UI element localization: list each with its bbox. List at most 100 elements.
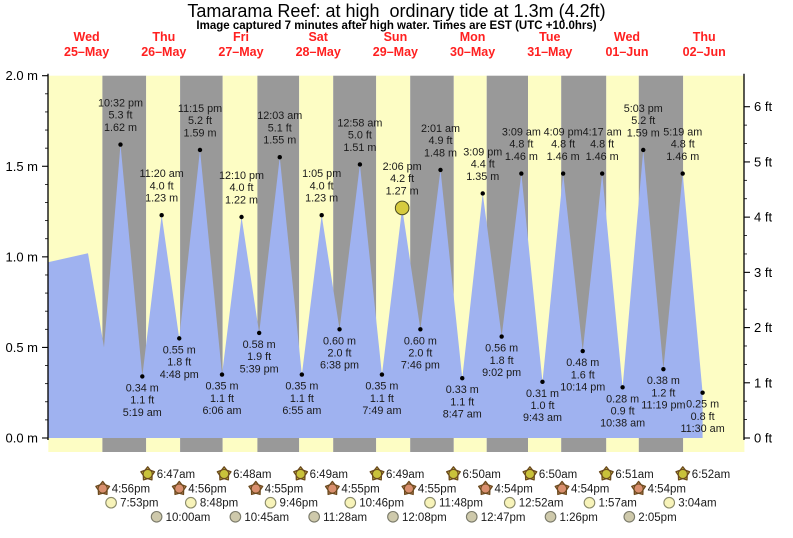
svg-text:1 ft: 1 ft	[754, 375, 772, 390]
svg-text:1:57am: 1:57am	[598, 498, 636, 510]
svg-text:28–May: 28–May	[296, 45, 341, 59]
svg-text:4:55pm: 4:55pm	[418, 484, 456, 496]
svg-text:7:46 pm: 7:46 pm	[401, 360, 440, 372]
svg-text:1.51 m: 1.51 m	[343, 142, 376, 154]
svg-text:1.23 m: 1.23 m	[305, 193, 338, 205]
svg-text:11:48pm: 11:48pm	[439, 498, 483, 510]
svg-text:10:46pm: 10:46pm	[359, 498, 404, 510]
svg-text:0.31 m: 0.31 m	[526, 388, 559, 400]
svg-text:11:30 am: 11:30 am	[680, 423, 724, 435]
svg-text:2.0 m: 2.0 m	[5, 68, 38, 83]
svg-text:6:55 am: 6:55 am	[282, 405, 321, 417]
svg-text:5.3 ft: 5.3 ft	[108, 110, 132, 122]
svg-text:0.28 m: 0.28 m	[606, 393, 639, 405]
svg-text:11:15 pm: 11:15 pm	[178, 103, 222, 115]
svg-text:1.1 ft: 1.1 ft	[450, 396, 474, 408]
svg-text:5:19 am: 5:19 am	[663, 127, 702, 139]
svg-text:2:06 pm: 2:06 pm	[383, 161, 422, 173]
svg-text:6:51am: 6:51am	[615, 469, 653, 481]
svg-text:1.0 m: 1.0 m	[5, 249, 38, 264]
svg-text:5.2 ft: 5.2 ft	[631, 115, 655, 127]
svg-text:4.8 ft: 4.8 ft	[590, 139, 614, 151]
svg-text:6:06 am: 6:06 am	[203, 405, 242, 417]
svg-text:01–Jun: 01–Jun	[605, 45, 648, 59]
svg-text:4:55pm: 4:55pm	[265, 484, 303, 496]
svg-text:11:28am: 11:28am	[323, 512, 367, 524]
svg-text:9:46pm: 9:46pm	[280, 498, 318, 510]
svg-text:6:49am: 6:49am	[310, 469, 348, 481]
svg-text:1.6 ft: 1.6 ft	[571, 369, 595, 381]
svg-text:0.48 m: 0.48 m	[566, 357, 599, 369]
svg-text:6:47am: 6:47am	[157, 469, 195, 481]
svg-text:4 ft: 4 ft	[754, 210, 772, 225]
svg-text:1:26pm: 1:26pm	[560, 512, 598, 524]
svg-text:5:19 am: 5:19 am	[123, 407, 162, 419]
svg-text:6:38 pm: 6:38 pm	[320, 360, 359, 372]
svg-text:7:53pm: 7:53pm	[120, 498, 158, 510]
svg-text:5.1 ft: 5.1 ft	[268, 122, 292, 134]
svg-text:1.8 ft: 1.8 ft	[167, 357, 191, 369]
svg-text:1.1 ft: 1.1 ft	[290, 393, 314, 405]
svg-text:12:47pm: 12:47pm	[481, 512, 526, 524]
svg-text:4:09 pm: 4:09 pm	[544, 127, 583, 139]
svg-text:4:54pm: 4:54pm	[648, 484, 686, 496]
svg-text:5:03 pm: 5:03 pm	[624, 103, 663, 115]
svg-text:12:08pm: 12:08pm	[402, 512, 447, 524]
svg-text:0.60 m: 0.60 m	[404, 335, 437, 347]
svg-text:5.2 ft: 5.2 ft	[188, 115, 212, 127]
svg-text:9:43 am: 9:43 am	[523, 412, 562, 424]
svg-text:4:54pm: 4:54pm	[571, 484, 609, 496]
svg-text:1.0 ft: 1.0 ft	[530, 400, 554, 412]
svg-text:4:17 am: 4:17 am	[583, 127, 622, 139]
svg-text:0.0 m: 0.0 m	[5, 431, 38, 446]
svg-text:9:02 pm: 9:02 pm	[482, 367, 521, 379]
svg-text:6:52am: 6:52am	[692, 469, 730, 481]
svg-text:1.1 ft: 1.1 ft	[370, 393, 394, 405]
svg-text:2.0 ft: 2.0 ft	[328, 348, 352, 360]
svg-text:10:00am: 10:00am	[166, 512, 211, 524]
svg-text:0.55 m: 0.55 m	[163, 344, 196, 356]
svg-text:4:56pm: 4:56pm	[112, 484, 150, 496]
svg-text:29–May: 29–May	[373, 45, 418, 59]
svg-text:1.9 ft: 1.9 ft	[247, 351, 271, 363]
svg-text:12:58 am: 12:58 am	[337, 117, 382, 129]
svg-text:1.62 m: 1.62 m	[104, 122, 137, 134]
svg-text:2:01 am: 2:01 am	[421, 123, 460, 135]
svg-text:1.55 m: 1.55 m	[263, 135, 296, 147]
svg-text:1.46 m: 1.46 m	[505, 151, 538, 163]
svg-text:8:47 am: 8:47 am	[443, 409, 482, 421]
svg-text:6:50am: 6:50am	[539, 469, 577, 481]
svg-text:1.27 m: 1.27 m	[386, 185, 419, 197]
svg-text:11:19 pm: 11:19 pm	[641, 400, 685, 412]
svg-text:0.9 ft: 0.9 ft	[611, 405, 635, 417]
svg-text:10:45am: 10:45am	[244, 512, 289, 524]
svg-text:0.38 m: 0.38 m	[647, 375, 680, 387]
svg-text:4:55pm: 4:55pm	[341, 484, 379, 496]
svg-text:5.0 ft: 5.0 ft	[348, 130, 372, 142]
svg-text:4.8 ft: 4.8 ft	[671, 139, 695, 151]
svg-text:1.59 m: 1.59 m	[627, 127, 660, 139]
svg-text:0.25 m: 0.25 m	[686, 399, 719, 411]
svg-text:10:32 pm: 10:32 pm	[98, 98, 143, 110]
svg-text:27–May: 27–May	[218, 45, 263, 59]
svg-text:11:20 am: 11:20 am	[140, 168, 184, 180]
svg-text:1.46 m: 1.46 m	[586, 151, 619, 163]
svg-text:8:48pm: 8:48pm	[200, 498, 238, 510]
svg-text:1.35 m: 1.35 m	[466, 171, 499, 183]
svg-text:0.35 m: 0.35 m	[206, 381, 239, 393]
svg-text:0.35 m: 0.35 m	[285, 381, 318, 393]
svg-text:4.2 ft: 4.2 ft	[390, 173, 414, 185]
svg-text:4:56pm: 4:56pm	[188, 484, 226, 496]
svg-text:10:38 am: 10:38 am	[600, 418, 645, 430]
svg-text:5:39 pm: 5:39 pm	[240, 363, 279, 375]
svg-text:31–May: 31–May	[527, 45, 572, 59]
svg-text:0.60 m: 0.60 m	[323, 335, 356, 347]
svg-text:02–Jun: 02–Jun	[683, 45, 726, 59]
svg-text:0.56 m: 0.56 m	[485, 343, 518, 355]
svg-text:1.22 m: 1.22 m	[225, 194, 258, 206]
svg-text:6:50am: 6:50am	[462, 469, 500, 481]
svg-text:4.8 ft: 4.8 ft	[509, 139, 533, 151]
svg-text:0.33 m: 0.33 m	[446, 384, 479, 396]
svg-text:1.1 ft: 1.1 ft	[210, 393, 234, 405]
svg-text:1.46 m: 1.46 m	[547, 151, 580, 163]
